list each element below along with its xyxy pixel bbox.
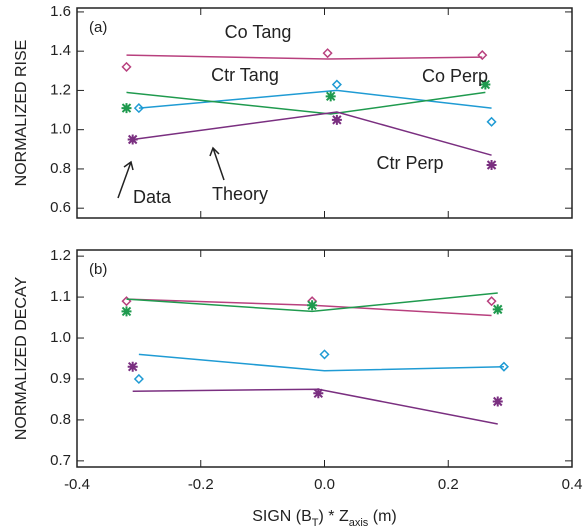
data-point [322, 48, 333, 59]
data-point [492, 304, 503, 315]
arrow [209, 146, 225, 181]
series-label: Ctr Tang [211, 65, 279, 85]
y-axis-label: NORMALIZED RISE [13, 40, 30, 187]
data-point [331, 79, 342, 90]
x-tick-label: -0.4 [64, 476, 90, 493]
x-tick-label: -0.2 [188, 476, 214, 493]
y-tick-label: 1.1 [50, 288, 71, 305]
theory-line [138, 353, 504, 372]
annotation: Theory [212, 184, 268, 204]
x-axis-label-part: ) * Z [319, 508, 349, 525]
data-point [133, 103, 144, 114]
panel-label: (b) [89, 261, 107, 278]
x-tick-label: 0.0 [314, 476, 335, 493]
data-point [486, 160, 497, 171]
y-tick-label: 0.8 [50, 411, 71, 428]
data-point [121, 296, 132, 307]
panel-label: (a) [89, 19, 107, 36]
series-label: Co Tang [225, 22, 292, 42]
data-point [121, 306, 132, 317]
arrow [117, 160, 134, 199]
theory-line [126, 292, 498, 313]
series-label: Ctr Perp [376, 153, 443, 173]
x-axis-label-part: SIGN (B [252, 508, 312, 525]
x-axis-label-part: axis [349, 517, 369, 529]
data-point [307, 300, 318, 311]
data-point [480, 79, 491, 90]
data-point [492, 396, 503, 407]
data-point [127, 134, 138, 145]
y-tick-label: 0.7 [50, 452, 71, 469]
y-tick-label: 1.4 [50, 42, 71, 59]
data-point [486, 116, 497, 127]
y-tick-label: 0.6 [50, 199, 71, 216]
x-tick-label: 0.2 [438, 476, 459, 493]
y-tick-label: 1.0 [50, 329, 71, 346]
data-point [325, 91, 336, 102]
x-axis-label: SIGN (BT) * Zaxis (m) [252, 508, 397, 529]
data-point [121, 61, 132, 72]
data-point [498, 361, 509, 372]
theory-line [138, 89, 492, 109]
x-axis-label-part: T [312, 517, 319, 529]
y-tick-label: 1.6 [50, 3, 71, 20]
theory-line [132, 388, 498, 425]
x-axis-label-part: (m) [368, 508, 396, 525]
y-tick-label: 1.2 [50, 81, 71, 98]
theory-line [126, 54, 483, 60]
data-point [486, 296, 497, 307]
data-point [477, 50, 488, 61]
theory-line [132, 111, 492, 156]
y-tick-label: 0.8 [50, 160, 71, 177]
y-axis-label: NORMALIZED DECAY [13, 277, 30, 441]
y-tick-label: 1.2 [50, 247, 71, 264]
data-point [121, 103, 132, 114]
y-tick-label: 1.0 [50, 121, 71, 138]
data-point [127, 361, 138, 372]
x-tick-label: 0.4 [562, 476, 583, 493]
theory-line [126, 91, 486, 115]
data-point [133, 373, 144, 385]
data-point [331, 114, 342, 125]
series-label: Co Perp [422, 66, 488, 86]
data-point [313, 388, 324, 399]
annotation: Data [133, 187, 172, 207]
y-tick-label: 0.9 [50, 370, 71, 387]
data-point [319, 349, 330, 360]
